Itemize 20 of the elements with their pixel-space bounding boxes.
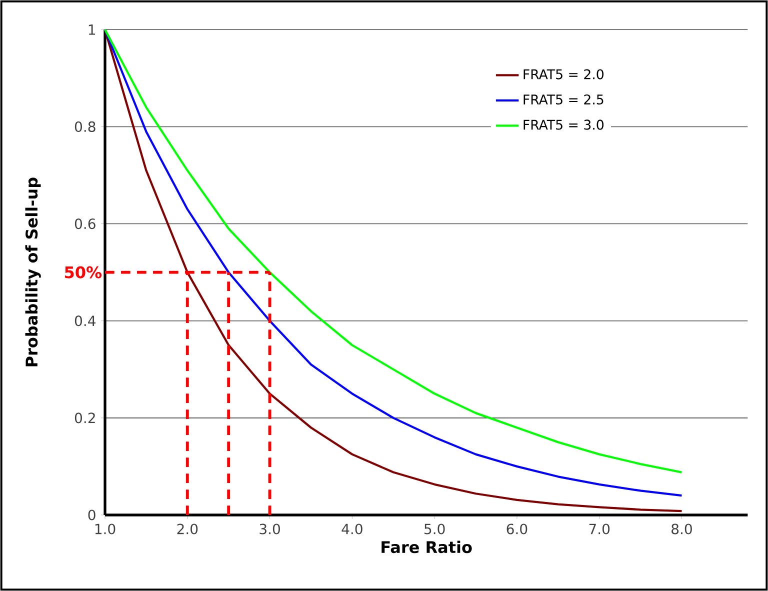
x-tick-label: 3.0 [260,524,280,534]
legend-label: FRAT5 = 3.0 [524,120,604,130]
x-axis-title: Fare Ratio [382,540,472,554]
x-tick-label: 6.0 [506,524,528,534]
x-tick-label: 2.0 [177,524,198,534]
legend-label: FRAT5 = 2.0 [524,69,604,80]
y-tick-label: 0.2 [74,412,95,424]
x-tick-label: 1.0 [95,524,116,534]
x-tick-label: 7.0 [589,524,610,534]
y-tick-label: 0.4 [74,316,96,326]
y-tick-label: 0.8 [74,121,96,132]
legend-label: FRAT5 = 2.5 [524,94,604,105]
y-tick-label: 0 [88,510,96,520]
y-tick-label: 1 [88,24,95,35]
x-tick-label: 8.0 [672,524,692,534]
y-tick-label: 0.6 [74,218,96,230]
x-tick-label: 4.0 [342,524,362,534]
ref-line-label: 50% [65,266,102,278]
x-tick-label: 5.0 [424,524,445,534]
y-axis-title: Probability of Sell-up [25,178,41,366]
